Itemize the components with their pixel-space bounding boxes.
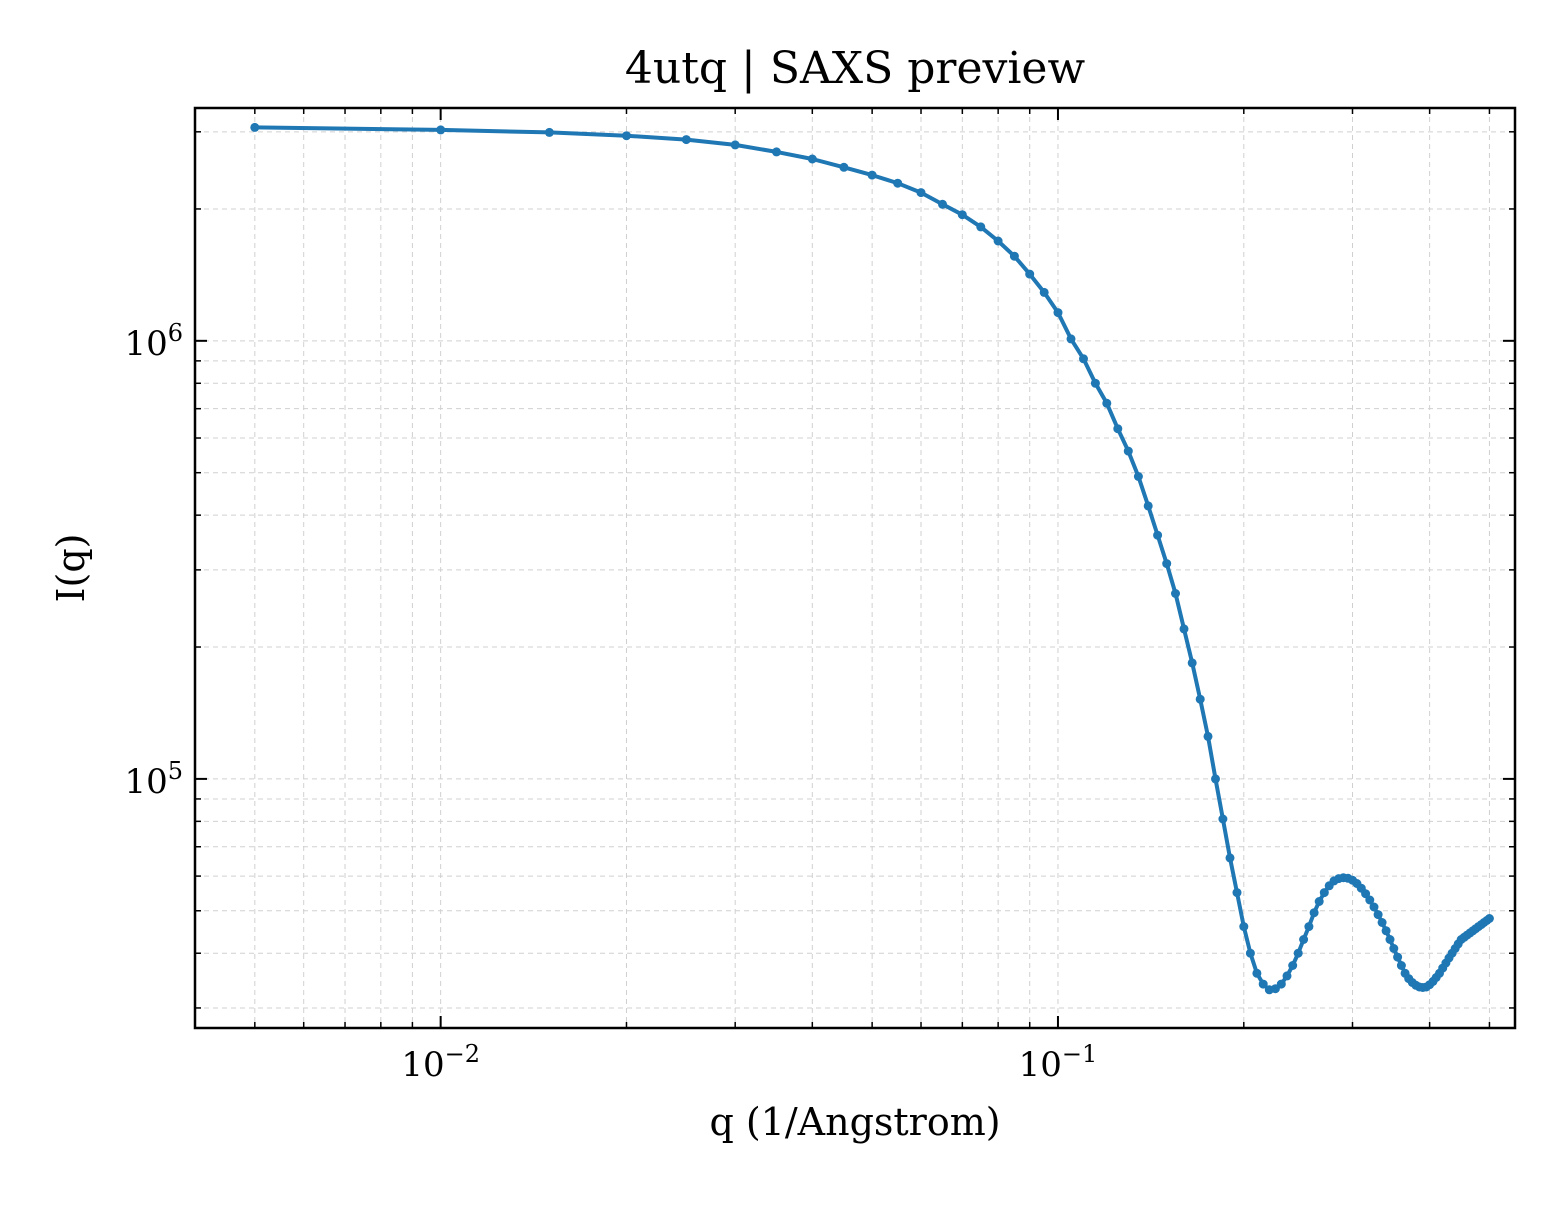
ticks: 10−2 10−1 105 106 bbox=[124, 108, 1515, 1085]
data-point bbox=[1195, 694, 1205, 704]
data-point bbox=[1484, 914, 1494, 923]
data-point bbox=[938, 199, 947, 209]
plot-frame bbox=[193, 106, 1517, 1030]
grid bbox=[194, 108, 1515, 1028]
data-point bbox=[1066, 334, 1076, 344]
data-point bbox=[1252, 968, 1262, 978]
data-point bbox=[976, 222, 986, 232]
data-point bbox=[1053, 308, 1063, 318]
data-point bbox=[681, 135, 691, 145]
data-point bbox=[993, 236, 1003, 246]
y-tick-label: 105 bbox=[124, 757, 183, 802]
data-point bbox=[1039, 287, 1049, 297]
data-point bbox=[1373, 910, 1383, 920]
data-point bbox=[1079, 354, 1088, 364]
data-point bbox=[1369, 902, 1379, 912]
data-point bbox=[1389, 944, 1399, 953]
data-point bbox=[1133, 472, 1143, 481]
data-point bbox=[1239, 922, 1249, 932]
data-point bbox=[1314, 897, 1324, 906]
data-point bbox=[1377, 918, 1387, 927]
series-layer bbox=[250, 122, 1494, 995]
data-point bbox=[1090, 378, 1100, 388]
data-point bbox=[1385, 935, 1395, 944]
data-point bbox=[250, 122, 260, 132]
data-point bbox=[1162, 559, 1172, 569]
data-point bbox=[1211, 774, 1220, 784]
x-tick-label: 10−1 bbox=[1019, 1040, 1098, 1085]
data-point bbox=[807, 154, 817, 164]
data-point bbox=[772, 147, 781, 157]
x-tick-label: 10−2 bbox=[401, 1040, 480, 1085]
data-point bbox=[1365, 895, 1375, 905]
data-point bbox=[1293, 948, 1303, 958]
data-point bbox=[436, 125, 446, 135]
data-point bbox=[839, 162, 849, 172]
data-point bbox=[1009, 251, 1019, 261]
data-point bbox=[1025, 269, 1035, 279]
data-point bbox=[1203, 731, 1213, 741]
data-point bbox=[1309, 908, 1319, 918]
data-point bbox=[1123, 446, 1133, 456]
data-point bbox=[1299, 935, 1309, 944]
data-point bbox=[867, 170, 877, 180]
data-point bbox=[1232, 888, 1242, 898]
data-point bbox=[1282, 971, 1292, 981]
data-point bbox=[957, 210, 967, 220]
axes bbox=[193, 106, 1517, 1030]
data-point bbox=[1319, 888, 1329, 898]
data-point bbox=[1171, 589, 1180, 598]
data-point bbox=[1276, 979, 1286, 989]
x-axis-label: q (1/Angstrom) bbox=[709, 1100, 1000, 1144]
y-axis-label: I(q) bbox=[49, 534, 93, 603]
data-point bbox=[1102, 398, 1112, 408]
data-point bbox=[1179, 624, 1189, 634]
data-point bbox=[1245, 948, 1255, 958]
data-point bbox=[1258, 979, 1268, 989]
data-point bbox=[622, 131, 631, 141]
data-point bbox=[1187, 658, 1197, 668]
data-point bbox=[1393, 952, 1403, 962]
data-point bbox=[1288, 961, 1298, 970]
data-point bbox=[1153, 530, 1163, 540]
data-point bbox=[730, 140, 740, 150]
data-point bbox=[1396, 961, 1406, 970]
y-tick-label: 106 bbox=[124, 319, 183, 364]
data-point bbox=[1218, 814, 1228, 824]
data-point bbox=[1113, 424, 1123, 434]
data-point bbox=[1225, 853, 1235, 863]
data-point bbox=[1304, 922, 1314, 932]
data-point bbox=[1381, 926, 1391, 936]
data-point bbox=[916, 188, 926, 198]
data-point bbox=[893, 178, 903, 188]
data-point bbox=[544, 127, 554, 137]
chart-title: 4utq | SAXS preview bbox=[625, 43, 1086, 94]
data-point bbox=[1143, 501, 1153, 511]
